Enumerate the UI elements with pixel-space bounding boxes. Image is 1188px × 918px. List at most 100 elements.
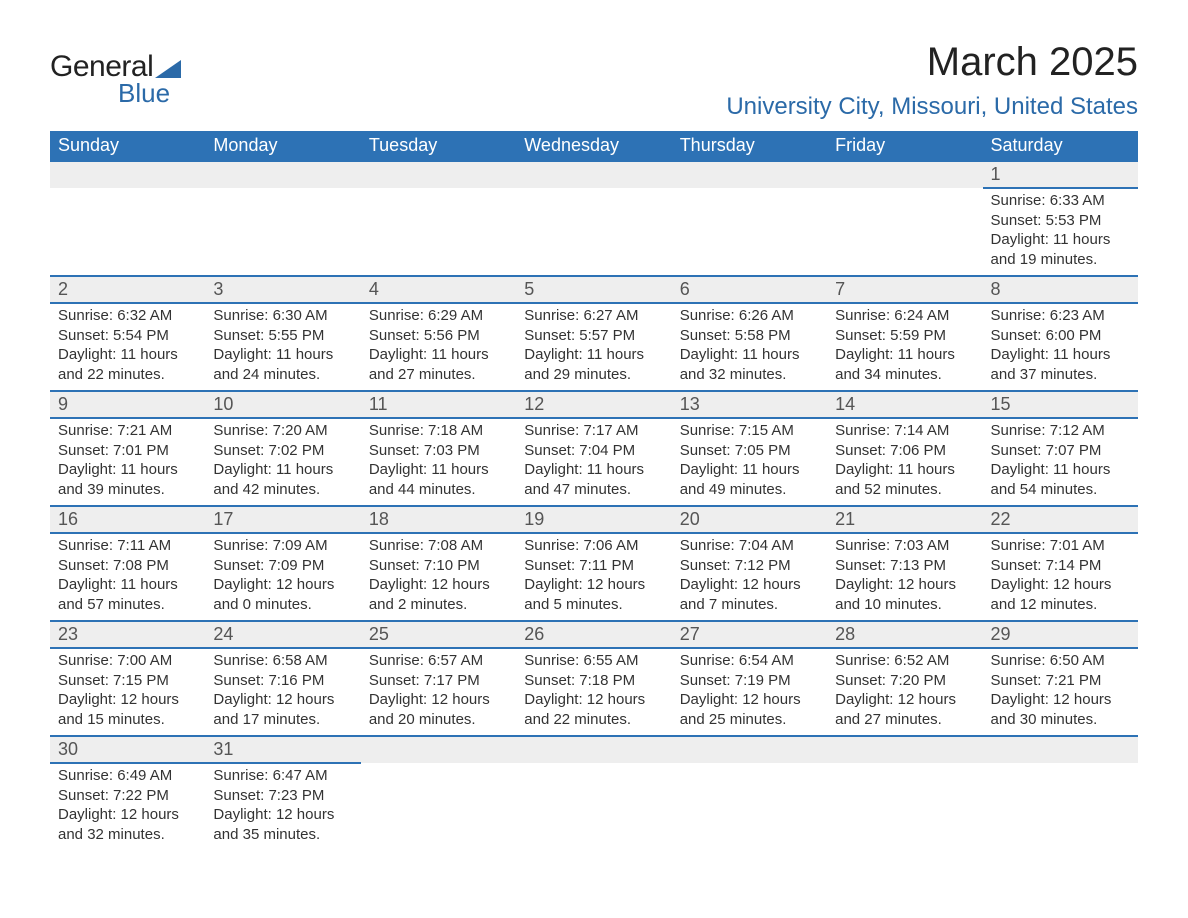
day-number: 24 (205, 622, 360, 647)
empty-cell (827, 188, 982, 276)
empty-cell (672, 763, 827, 850)
day-data-cell: Sunrise: 7:14 AMSunset: 7:06 PMDaylight:… (827, 418, 982, 506)
week-data-row: Sunrise: 6:32 AMSunset: 5:54 PMDaylight:… (50, 303, 1138, 391)
day-number: 22 (983, 507, 1138, 532)
day-number-cell: 18 (361, 506, 516, 533)
day-number-cell: 10 (205, 391, 360, 418)
day-number: 23 (50, 622, 205, 647)
day-data: Sunrise: 6:52 AMSunset: 7:20 PMDaylight:… (827, 649, 982, 735)
day-number-cell: 27 (672, 621, 827, 648)
day-number-cell: 17 (205, 506, 360, 533)
day-number: 19 (516, 507, 671, 532)
day-number-cell: 3 (205, 276, 360, 303)
day-number-cell: 21 (827, 506, 982, 533)
day-header: Wednesday (516, 131, 671, 161)
empty-cell (672, 188, 827, 276)
day-header-row: SundayMondayTuesdayWednesdayThursdayFrid… (50, 131, 1138, 161)
day-number: 14 (827, 392, 982, 417)
day-number-cell: 6 (672, 276, 827, 303)
day-number-cell: 16 (50, 506, 205, 533)
day-number: 21 (827, 507, 982, 532)
day-data: Sunrise: 6:57 AMSunset: 7:17 PMDaylight:… (361, 649, 516, 735)
day-number-cell: 1 (983, 161, 1138, 188)
day-data-cell: Sunrise: 7:00 AMSunset: 7:15 PMDaylight:… (50, 648, 205, 736)
day-number-cell: 4 (361, 276, 516, 303)
day-number: 12 (516, 392, 671, 417)
day-data: Sunrise: 6:32 AMSunset: 5:54 PMDaylight:… (50, 304, 205, 390)
day-data-cell: Sunrise: 7:09 AMSunset: 7:09 PMDaylight:… (205, 533, 360, 621)
day-number-cell: 31 (205, 736, 360, 763)
calendar-table: SundayMondayTuesdayWednesdayThursdayFrid… (50, 131, 1138, 850)
day-data: Sunrise: 7:20 AMSunset: 7:02 PMDaylight:… (205, 419, 360, 505)
day-number: 25 (361, 622, 516, 647)
empty-cell (672, 161, 827, 188)
day-header: Thursday (672, 131, 827, 161)
day-data: Sunrise: 7:09 AMSunset: 7:09 PMDaylight:… (205, 534, 360, 620)
empty-cell (983, 736, 1138, 763)
day-data-cell: Sunrise: 7:06 AMSunset: 7:11 PMDaylight:… (516, 533, 671, 621)
day-data-cell: Sunrise: 6:33 AMSunset: 5:53 PMDaylight:… (983, 188, 1138, 276)
day-data: Sunrise: 7:12 AMSunset: 7:07 PMDaylight:… (983, 419, 1138, 505)
day-number: 3 (205, 277, 360, 302)
day-number-cell: 24 (205, 621, 360, 648)
day-number-cell: 22 (983, 506, 1138, 533)
day-data-cell: Sunrise: 7:17 AMSunset: 7:04 PMDaylight:… (516, 418, 671, 506)
empty-cell (205, 161, 360, 188)
day-number-cell: 26 (516, 621, 671, 648)
day-number: 18 (361, 507, 516, 532)
week-data-row: Sunrise: 7:11 AMSunset: 7:08 PMDaylight:… (50, 533, 1138, 621)
day-number: 20 (672, 507, 827, 532)
day-data: Sunrise: 6:26 AMSunset: 5:58 PMDaylight:… (672, 304, 827, 390)
day-number-cell: 9 (50, 391, 205, 418)
day-data: Sunrise: 7:15 AMSunset: 7:05 PMDaylight:… (672, 419, 827, 505)
empty-cell (983, 763, 1138, 850)
day-header: Sunday (50, 131, 205, 161)
day-data: Sunrise: 6:30 AMSunset: 5:55 PMDaylight:… (205, 304, 360, 390)
empty-cell (361, 188, 516, 276)
day-number: 27 (672, 622, 827, 647)
day-data-cell: Sunrise: 6:32 AMSunset: 5:54 PMDaylight:… (50, 303, 205, 391)
brand-text-blue: Blue (118, 78, 181, 109)
day-data-cell: Sunrise: 7:15 AMSunset: 7:05 PMDaylight:… (672, 418, 827, 506)
day-number: 11 (361, 392, 516, 417)
week-number-row: 23242526272829 (50, 621, 1138, 648)
day-data-cell: Sunrise: 6:24 AMSunset: 5:59 PMDaylight:… (827, 303, 982, 391)
empty-cell (361, 736, 516, 763)
day-data-cell: Sunrise: 6:55 AMSunset: 7:18 PMDaylight:… (516, 648, 671, 736)
empty-cell (827, 161, 982, 188)
day-data-cell: Sunrise: 6:30 AMSunset: 5:55 PMDaylight:… (205, 303, 360, 391)
day-number-cell: 14 (827, 391, 982, 418)
day-data-cell: Sunrise: 7:04 AMSunset: 7:12 PMDaylight:… (672, 533, 827, 621)
day-number: 10 (205, 392, 360, 417)
day-number: 28 (827, 622, 982, 647)
day-header: Saturday (983, 131, 1138, 161)
day-data-cell: Sunrise: 6:52 AMSunset: 7:20 PMDaylight:… (827, 648, 982, 736)
day-number-cell: 13 (672, 391, 827, 418)
empty-cell (361, 763, 516, 850)
day-data: Sunrise: 6:55 AMSunset: 7:18 PMDaylight:… (516, 649, 671, 735)
day-data: Sunrise: 7:03 AMSunset: 7:13 PMDaylight:… (827, 534, 982, 620)
day-number-cell: 19 (516, 506, 671, 533)
empty-cell (827, 736, 982, 763)
day-number: 16 (50, 507, 205, 532)
day-data-cell: Sunrise: 6:50 AMSunset: 7:21 PMDaylight:… (983, 648, 1138, 736)
day-data: Sunrise: 7:01 AMSunset: 7:14 PMDaylight:… (983, 534, 1138, 620)
day-number-cell: 2 (50, 276, 205, 303)
day-number: 29 (983, 622, 1138, 647)
empty-cell (50, 188, 205, 276)
brand-triangle-icon (155, 60, 181, 78)
day-data-cell: Sunrise: 7:11 AMSunset: 7:08 PMDaylight:… (50, 533, 205, 621)
day-number: 30 (50, 737, 205, 762)
empty-cell (827, 763, 982, 850)
day-number-cell: 20 (672, 506, 827, 533)
empty-cell (516, 736, 671, 763)
day-number: 31 (205, 737, 360, 762)
day-number: 7 (827, 277, 982, 302)
day-number: 6 (672, 277, 827, 302)
header: General Blue March 2025 University City,… (50, 40, 1138, 121)
day-data: Sunrise: 7:11 AMSunset: 7:08 PMDaylight:… (50, 534, 205, 620)
week-data-row: Sunrise: 6:49 AMSunset: 7:22 PMDaylight:… (50, 763, 1138, 850)
page-title: March 2025 (726, 40, 1138, 85)
day-data: Sunrise: 6:49 AMSunset: 7:22 PMDaylight:… (50, 764, 205, 850)
day-header: Friday (827, 131, 982, 161)
